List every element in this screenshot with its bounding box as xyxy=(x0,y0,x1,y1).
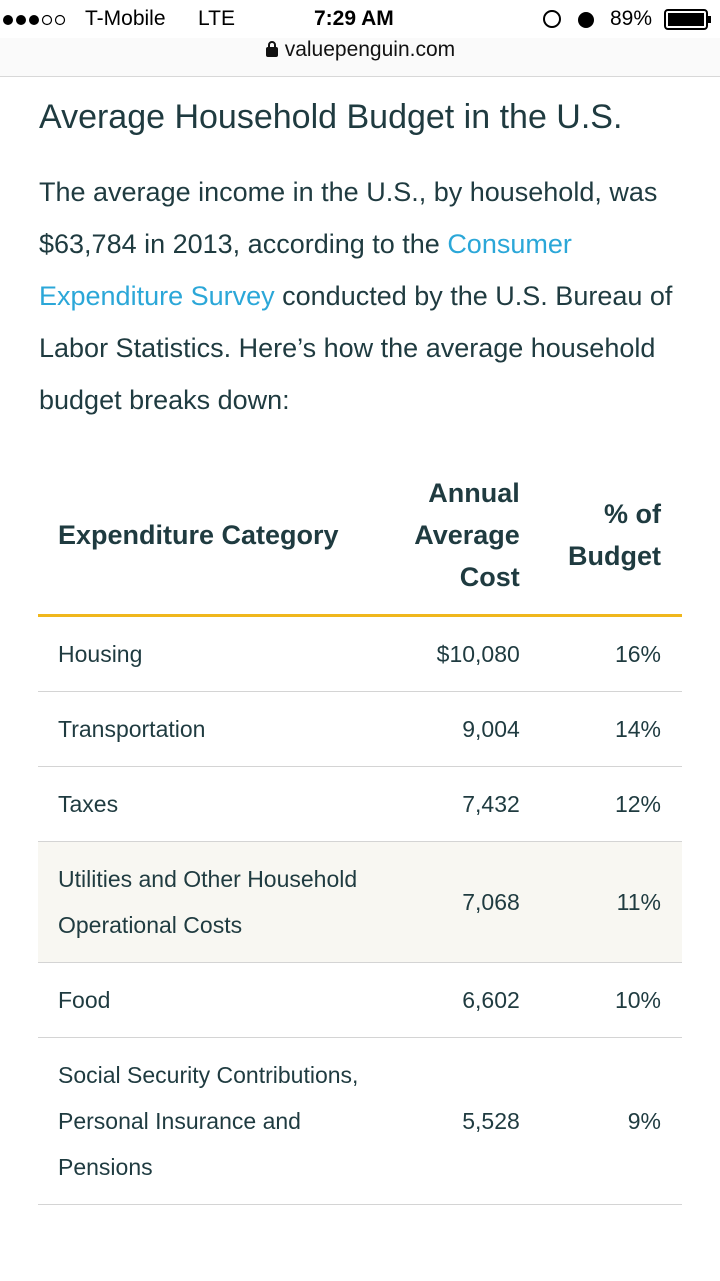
header-row: Expenditure Category Annual Average Cost… xyxy=(38,468,682,617)
url: valuepenguin.com xyxy=(284,38,456,61)
table-row: Taxes 7,432 12% xyxy=(38,766,682,842)
carrier: T-Mobile xyxy=(85,7,166,30)
table-cell: 10% xyxy=(539,962,682,1038)
lock-alarm-icons xyxy=(543,10,594,28)
article-paragraph: The average income in the U.S., by house… xyxy=(39,166,689,426)
address-bar[interactable]: valuepenguin.com xyxy=(0,38,720,77)
table-row: Utilities and Other Household Operationa… xyxy=(38,841,682,963)
signal-icon xyxy=(3,14,66,26)
article-title: Average Household Budget in the U.S. xyxy=(39,98,623,136)
table-cell: 16% xyxy=(539,615,682,692)
table-cell: 12% xyxy=(539,766,682,842)
table-cell: 7,068 xyxy=(362,841,540,963)
survey-link[interactable]: Consumer Expenditure Survey xyxy=(39,229,572,311)
battery-icon xyxy=(664,9,711,30)
lock-icon xyxy=(265,41,278,57)
table-cell: 5,528 xyxy=(362,1037,540,1205)
table-cell: Food xyxy=(38,962,363,1038)
table-cell: Taxes xyxy=(38,766,363,842)
table-cell: 6,602 xyxy=(362,962,540,1038)
table-row: Housing $10,080 16% xyxy=(38,615,682,692)
table-cell: $10,080 xyxy=(362,615,540,692)
text: The average income in the U.S., by house… xyxy=(39,177,658,259)
header-cell: Expenditure Category xyxy=(38,468,363,617)
table-row: Food 6,602 10% xyxy=(38,962,682,1038)
battery-level: 89% xyxy=(610,7,653,30)
table-cell: Social Security Contributions, Personal … xyxy=(38,1037,363,1205)
table-cell: 9,004 xyxy=(362,691,540,767)
table-cell: 11% xyxy=(539,841,682,963)
table-row: Social Security Contributions, Personal … xyxy=(38,1037,682,1205)
network: LTE xyxy=(198,7,235,30)
table-cell: 7,432 xyxy=(362,766,540,842)
table-cell: 9% xyxy=(539,1037,682,1205)
table-cell: Housing xyxy=(38,615,363,692)
text: conducted by the U.S. Bureau of Labor St… xyxy=(39,281,673,415)
time: 7:29 AM xyxy=(314,7,394,30)
header-cell: % of Budget xyxy=(539,468,682,617)
status-bar: T-Mobile LTE 7:29 AM 89% xyxy=(0,0,720,38)
header-cell: Annual Average Cost xyxy=(362,468,540,617)
table-row: Transportation 9,004 14% xyxy=(38,691,682,767)
header-text: Annual Average Cost xyxy=(414,478,520,592)
table-cell: 14% xyxy=(539,691,682,767)
budget-table: Expenditure Category Annual Average Cost… xyxy=(38,468,682,1205)
table-cell: Transportation xyxy=(38,691,363,767)
table-cell: Utilities and Other Household Operationa… xyxy=(38,841,363,963)
